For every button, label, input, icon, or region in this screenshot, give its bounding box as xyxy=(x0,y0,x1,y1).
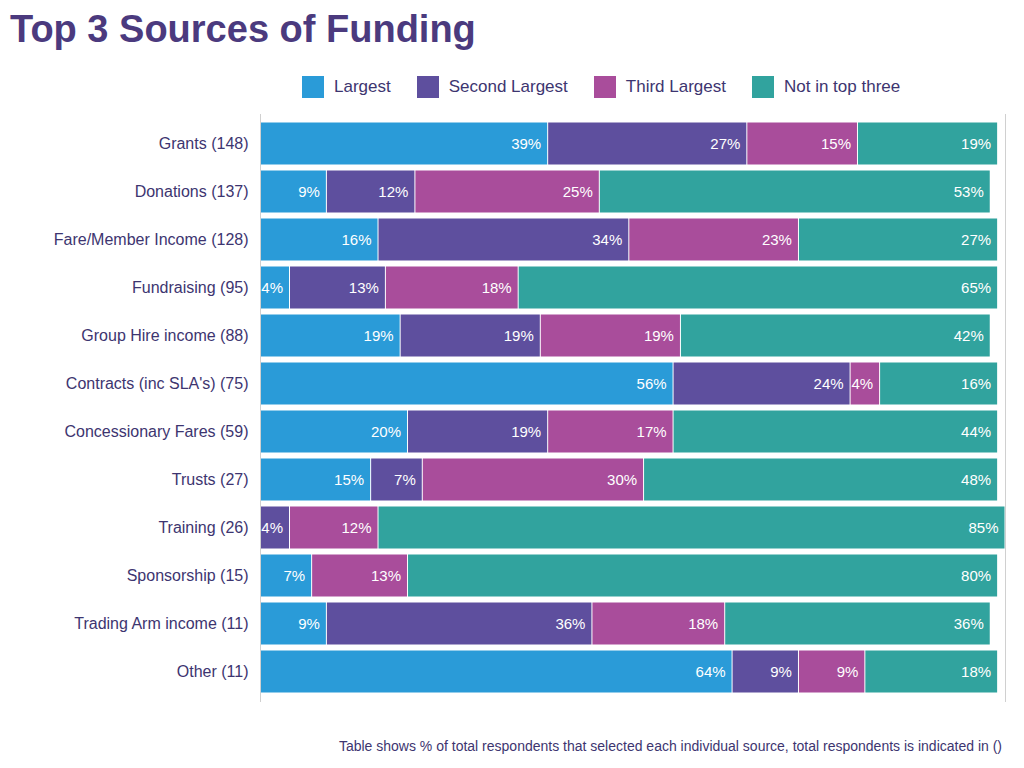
svg-text:Concessionary Fares (59): Concessionary Fares (59) xyxy=(64,423,248,440)
svg-text:23%: 23% xyxy=(762,231,792,248)
svg-text:64%: 64% xyxy=(696,663,726,680)
svg-text:4%: 4% xyxy=(261,519,283,536)
svg-text:25%: 25% xyxy=(563,183,593,200)
svg-text:13%: 13% xyxy=(371,567,401,584)
svg-text:18%: 18% xyxy=(688,615,718,632)
svg-text:15%: 15% xyxy=(821,135,851,152)
html-text:Not in top three: Not in top three xyxy=(784,77,901,96)
svg-text:Fare/Member Income (128): Fare/Member Income (128) xyxy=(54,231,249,248)
svg-text:17%: 17% xyxy=(637,423,667,440)
svg-text:9%: 9% xyxy=(298,615,320,632)
svg-text:42%: 42% xyxy=(954,327,984,344)
svg-text:12%: 12% xyxy=(378,183,408,200)
svg-text:7%: 7% xyxy=(394,471,416,488)
svg-text:Trading Arm income (11): Trading Arm income (11) xyxy=(74,615,248,632)
svg-text:19%: 19% xyxy=(511,423,541,440)
svg-text:Group Hire income (88): Group Hire income (88) xyxy=(81,327,248,344)
svg-text:7%: 7% xyxy=(283,567,305,584)
svg-text:19%: 19% xyxy=(364,327,394,344)
svg-text:34%: 34% xyxy=(592,231,622,248)
svg-text:20%: 20% xyxy=(371,423,401,440)
svg-text:Sponsorship (15): Sponsorship (15) xyxy=(127,567,249,584)
html-text:Third Largest: Third Largest xyxy=(625,77,726,96)
svg-text:44%: 44% xyxy=(961,423,991,440)
html-text:Table shows % of total respond: Table shows % of total respondents that … xyxy=(338,738,1002,754)
svg-text:Grants (148): Grants (148) xyxy=(159,135,249,152)
svg-text:13%: 13% xyxy=(349,279,379,296)
svg-text:19%: 19% xyxy=(644,327,674,344)
svg-text:24%: 24% xyxy=(814,375,844,392)
svg-text:56%: 56% xyxy=(637,375,667,392)
svg-text:9%: 9% xyxy=(298,183,320,200)
svg-text:16%: 16% xyxy=(961,375,991,392)
svg-text:19%: 19% xyxy=(504,327,534,344)
svg-text:Training (26): Training (26) xyxy=(158,519,248,536)
svg-text:Contracts (inc SLA's) (75): Contracts (inc SLA's) (75) xyxy=(66,375,249,392)
svg-text:19%: 19% xyxy=(961,135,991,152)
svg-text:Other (11): Other (11) xyxy=(177,663,249,680)
svg-text:Donations (137): Donations (137) xyxy=(135,183,249,200)
svg-text:16%: 16% xyxy=(341,231,371,248)
svg-text:53%: 53% xyxy=(954,183,984,200)
svg-text:9%: 9% xyxy=(770,663,792,680)
svg-text:4%: 4% xyxy=(261,279,283,296)
html-text:Second Largest: Second Largest xyxy=(448,77,568,96)
svg-text:15%: 15% xyxy=(334,471,364,488)
svg-text:85%: 85% xyxy=(968,519,998,536)
html-text:Largest: Largest xyxy=(334,77,391,96)
svg-text:27%: 27% xyxy=(961,231,991,248)
svg-text:39%: 39% xyxy=(511,135,541,152)
svg-text:30%: 30% xyxy=(607,471,637,488)
svg-text:65%: 65% xyxy=(961,279,991,296)
html-text:Top 3 Sources of Funding: Top 3 Sources of Funding xyxy=(10,8,476,50)
svg-text:Trusts (27): Trusts (27) xyxy=(172,471,249,488)
svg-text:4%: 4% xyxy=(851,375,873,392)
svg-text:36%: 36% xyxy=(555,615,585,632)
svg-text:80%: 80% xyxy=(961,567,991,584)
svg-text:18%: 18% xyxy=(961,663,991,680)
svg-text:18%: 18% xyxy=(482,279,512,296)
svg-text:48%: 48% xyxy=(961,471,991,488)
svg-text:12%: 12% xyxy=(341,519,371,536)
svg-text:27%: 27% xyxy=(710,135,740,152)
svg-text:Fundraising (95): Fundraising (95) xyxy=(132,279,249,296)
svg-text:9%: 9% xyxy=(837,663,859,680)
svg-text:36%: 36% xyxy=(954,615,984,632)
